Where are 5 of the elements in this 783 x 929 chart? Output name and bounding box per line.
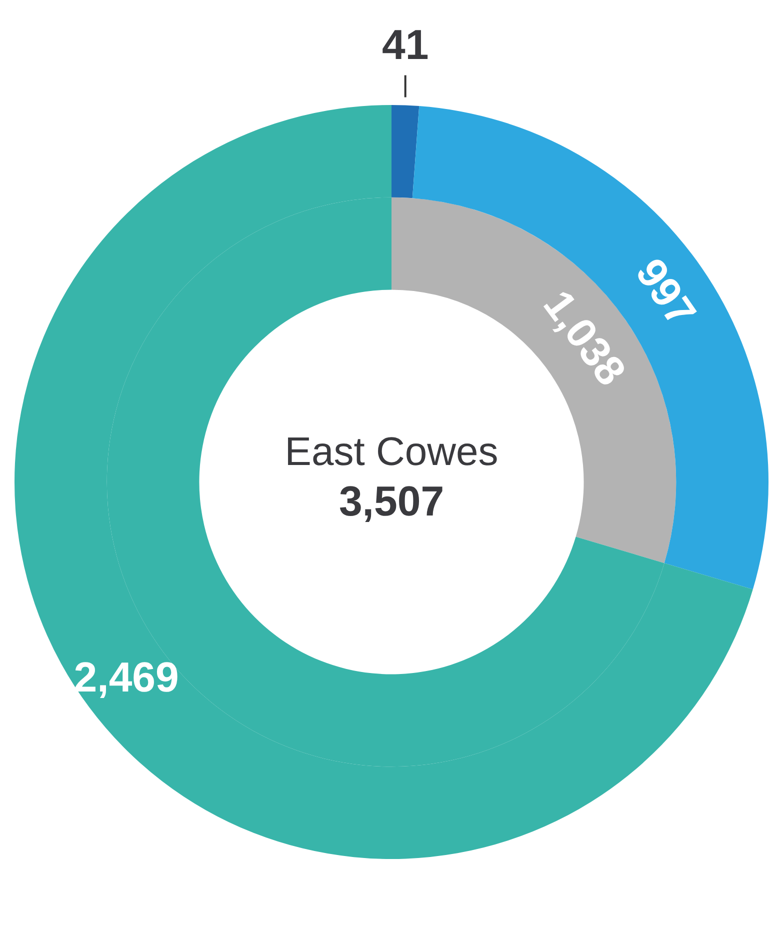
text: 3,507 (338, 478, 444, 525)
data-label: 41 (382, 20, 429, 68)
data-label: 997 (626, 250, 706, 335)
data-label: 2,469 (74, 653, 179, 700)
text: East Cowes (284, 430, 498, 474)
